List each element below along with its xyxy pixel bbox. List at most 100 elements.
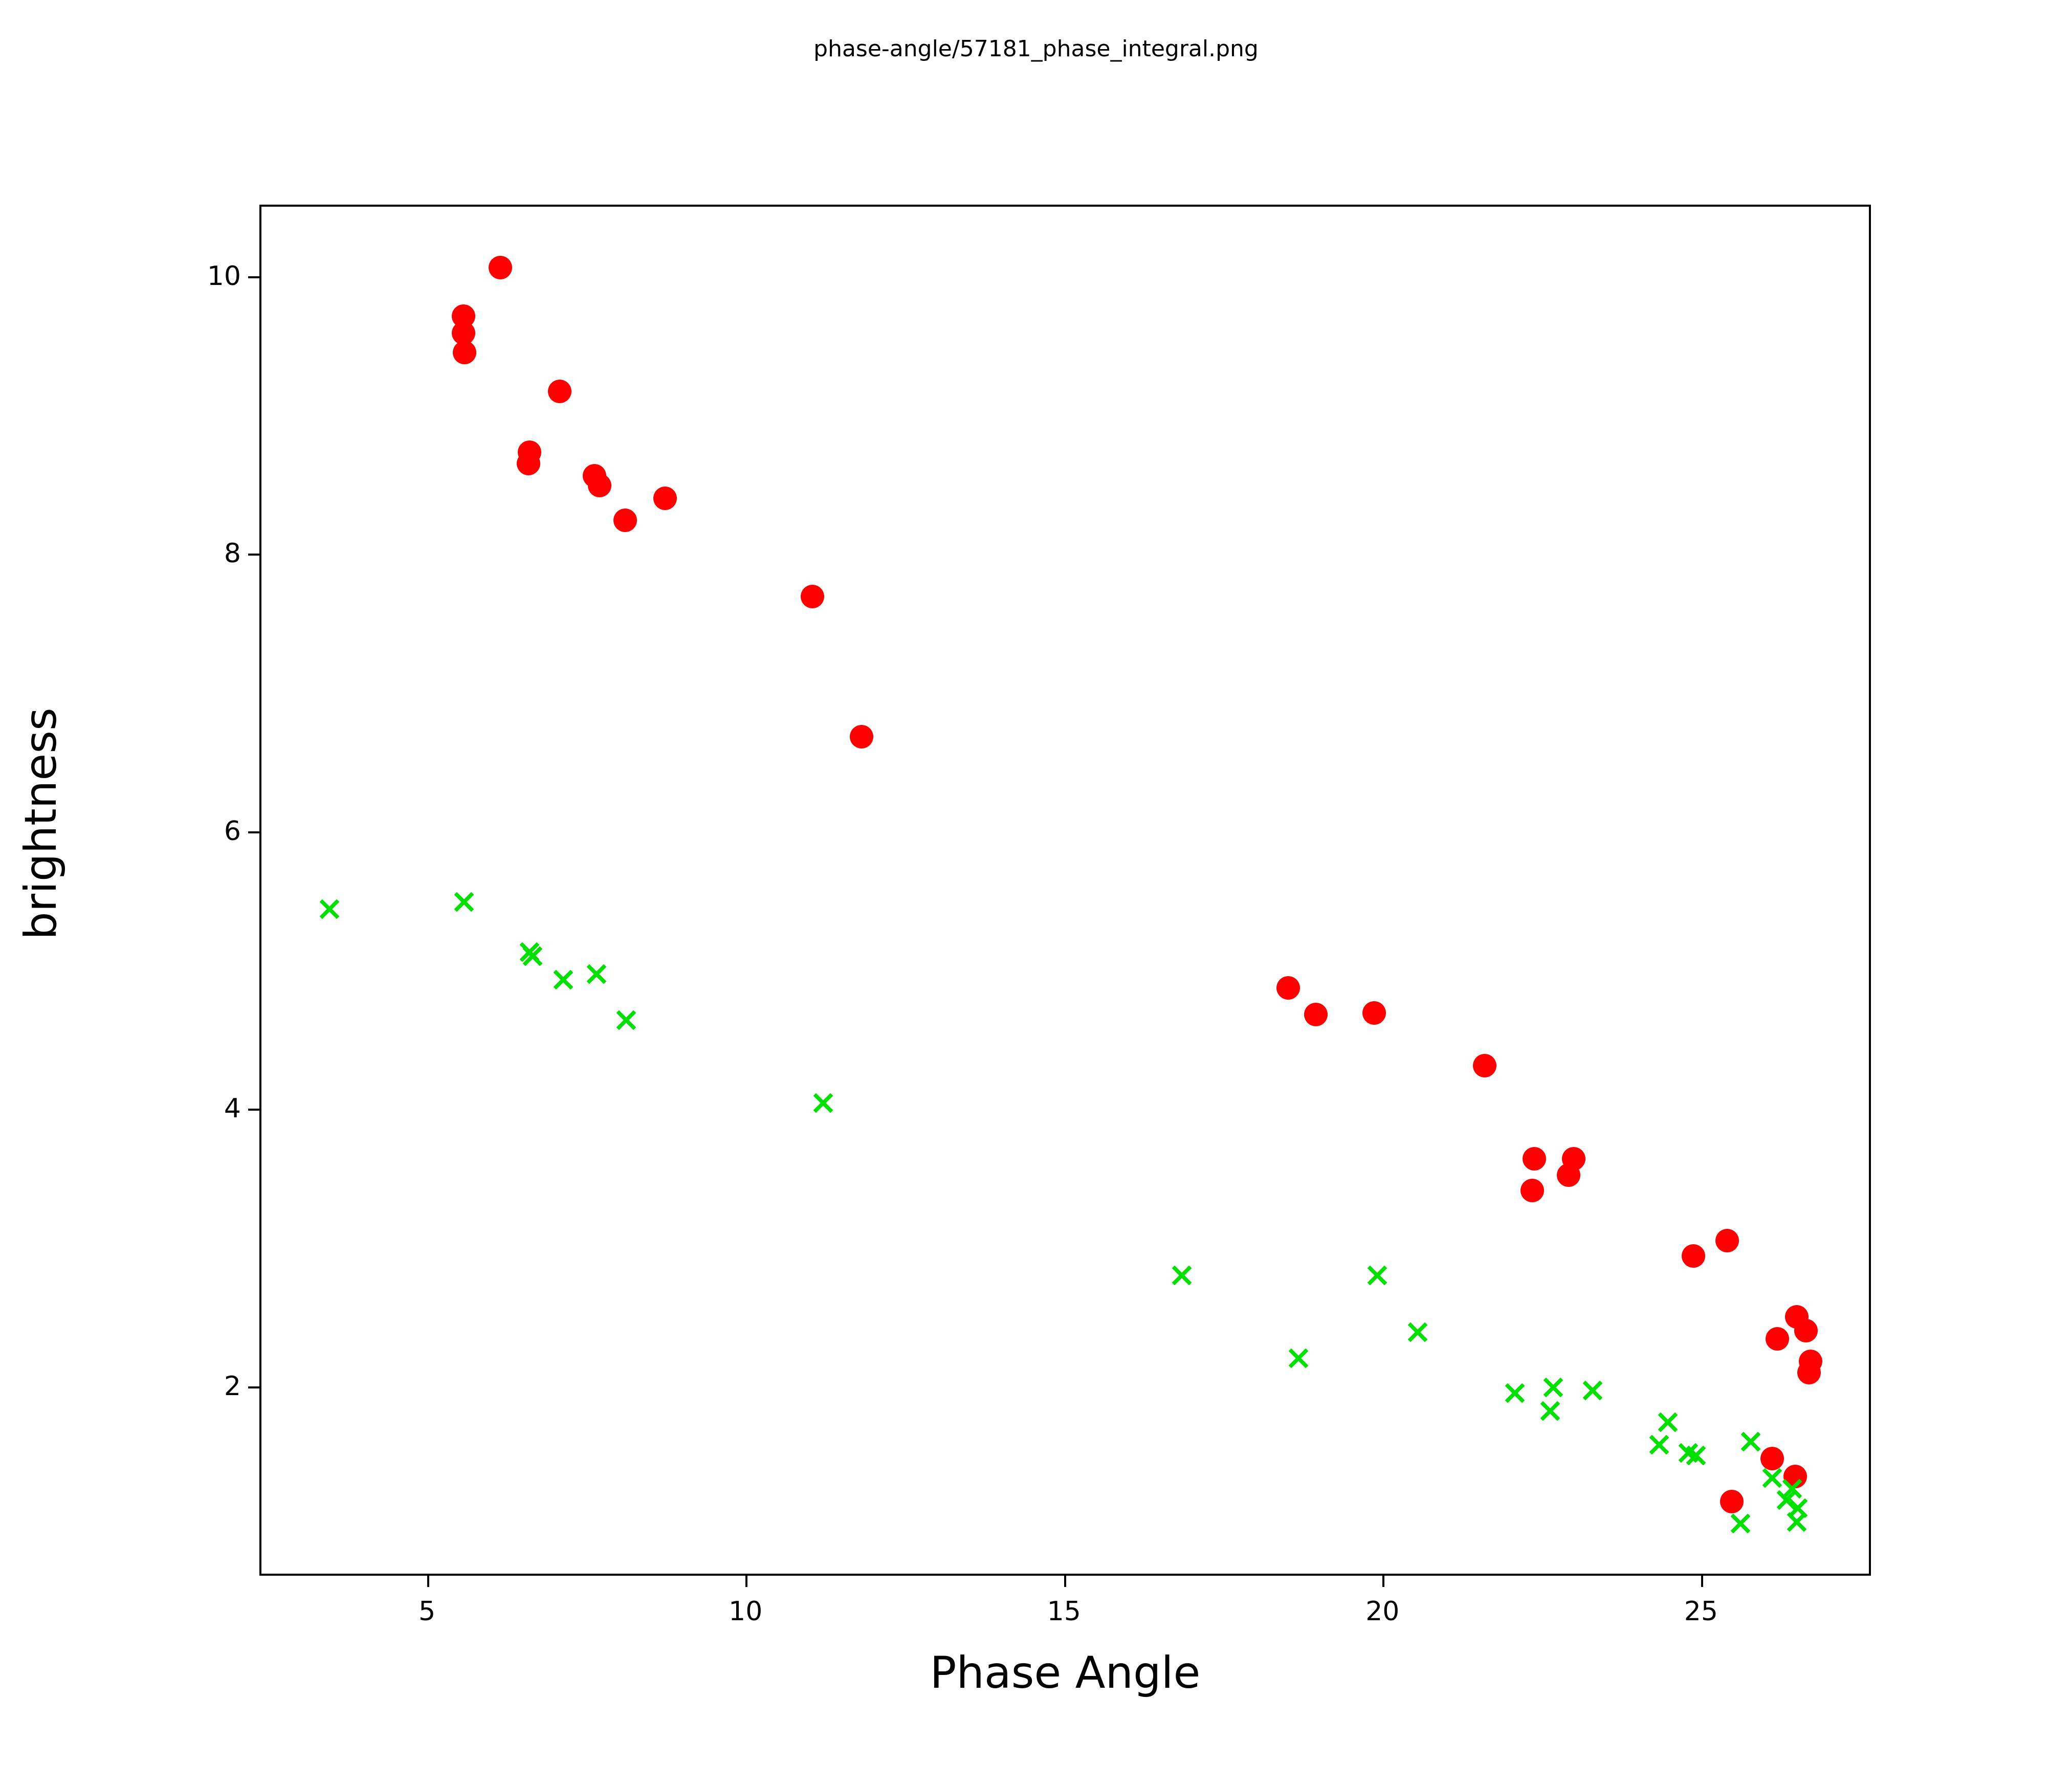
- marker-circle-icon: [1720, 1489, 1744, 1513]
- marker-cross-icon: [1504, 1382, 1526, 1404]
- marker-circle-icon: [1794, 1319, 1818, 1343]
- data-point-red-circles: [1472, 1054, 1496, 1078]
- x-tick-label: 20: [1365, 1596, 1400, 1627]
- y-tick-label: 6: [224, 815, 241, 847]
- data-point-red-circles: [588, 474, 612, 498]
- marker-circle-icon: [613, 509, 637, 533]
- y-tick-label: 2: [224, 1371, 241, 1402]
- data-point-red-circles: [1760, 1446, 1784, 1470]
- marker-cross-icon: [1648, 1433, 1670, 1456]
- y-tick-mark: [248, 1386, 261, 1388]
- marker-circle-icon: [547, 379, 571, 403]
- marker-circle-icon: [1681, 1244, 1705, 1268]
- marker-cross-icon: [1287, 1347, 1310, 1370]
- data-point-green-crosses: [1657, 1411, 1679, 1433]
- marker-cross-icon: [585, 963, 608, 985]
- data-point-green-crosses: [521, 945, 544, 967]
- marker-circle-icon: [1520, 1179, 1544, 1203]
- data-point-green-crosses: [1786, 1511, 1808, 1533]
- data-point-green-crosses: [1287, 1347, 1310, 1370]
- data-point-red-circles: [613, 509, 637, 533]
- data-point-green-crosses: [585, 963, 608, 985]
- marker-cross-icon: [1657, 1411, 1679, 1433]
- data-point-red-circles: [1720, 1489, 1744, 1513]
- marker-circle-icon: [1766, 1327, 1790, 1351]
- x-tick-mark: [745, 1574, 748, 1587]
- y-tick-label: 4: [224, 1093, 241, 1124]
- marker-circle-icon: [588, 474, 612, 498]
- marker-circle-icon: [800, 585, 824, 609]
- marker-circle-icon: [516, 451, 540, 475]
- marker-circle-icon: [1362, 1001, 1386, 1025]
- marker-circle-icon: [1276, 976, 1300, 1000]
- marker-cross-icon: [1786, 1511, 1808, 1533]
- data-point-red-circles: [1304, 1002, 1328, 1026]
- data-point-red-circles: [488, 256, 512, 280]
- data-point-red-circles: [1522, 1146, 1546, 1171]
- data-point-green-crosses: [1648, 1433, 1670, 1456]
- marker-circle-icon: [1715, 1228, 1739, 1252]
- data-point-green-crosses: [1542, 1376, 1564, 1399]
- data-point-red-circles: [1520, 1179, 1544, 1203]
- data-point-red-circles: [1797, 1360, 1821, 1384]
- data-point-red-circles: [516, 451, 540, 475]
- marker-cross-icon: [552, 968, 575, 991]
- y-tick-mark: [248, 831, 261, 833]
- data-point-green-crosses: [1739, 1430, 1762, 1453]
- y-tick-label: 8: [224, 538, 241, 569]
- data-point-green-crosses: [1366, 1264, 1388, 1287]
- data-point-green-crosses: [812, 1092, 834, 1114]
- x-tick-label: 10: [729, 1596, 763, 1627]
- data-point-green-crosses: [1761, 1467, 1783, 1489]
- marker-circle-icon: [1797, 1360, 1821, 1384]
- data-point-red-circles: [1794, 1319, 1818, 1343]
- marker-circle-icon: [1556, 1163, 1580, 1187]
- y-axis-label: brightness: [15, 708, 67, 940]
- x-axis-label: Phase Angle: [930, 1647, 1201, 1698]
- x-tick-mark: [1382, 1574, 1385, 1587]
- marker-cross-icon: [1539, 1400, 1561, 1422]
- data-point-green-crosses: [1781, 1477, 1803, 1500]
- marker-circle-icon: [488, 256, 512, 280]
- plot-axes-frame: 10 8 6 4 2 5 10 15 20 25: [207, 205, 1871, 1627]
- data-point-green-crosses: [1539, 1400, 1561, 1422]
- marker-circle-icon: [1522, 1146, 1546, 1171]
- data-point-red-circles: [453, 340, 477, 364]
- data-point-green-crosses: [453, 891, 475, 913]
- data-point-green-crosses: [1581, 1379, 1604, 1402]
- marker-circle-icon: [1472, 1054, 1496, 1078]
- y-tick-mark: [248, 554, 261, 556]
- marker-cross-icon: [1775, 1489, 1798, 1511]
- data-point-green-crosses: [1729, 1512, 1752, 1535]
- y-tick-mark: [248, 1109, 261, 1111]
- marker-cross-icon: [1761, 1467, 1783, 1489]
- marker-cross-icon: [453, 891, 475, 913]
- marker-cross-icon: [1542, 1376, 1564, 1399]
- data-point-green-crosses: [318, 898, 341, 920]
- data-point-red-circles: [849, 725, 873, 749]
- marker-circle-icon: [1304, 1002, 1328, 1026]
- x-tick-mark: [1701, 1574, 1703, 1587]
- data-point-green-crosses: [1775, 1489, 1798, 1511]
- marker-cross-icon: [1171, 1264, 1193, 1287]
- x-tick-label: 25: [1684, 1596, 1718, 1627]
- data-point-green-crosses: [1171, 1264, 1193, 1287]
- y-tick-mark: [248, 276, 261, 278]
- data-point-red-circles: [1362, 1001, 1386, 1025]
- marker-cross-icon: [521, 945, 544, 967]
- marker-circle-icon: [453, 340, 477, 364]
- marker-cross-icon: [1729, 1512, 1752, 1535]
- marker-cross-icon: [1406, 1321, 1429, 1343]
- y-tick-label: 10: [207, 260, 241, 292]
- x-tick-label: 5: [418, 1596, 436, 1627]
- x-tick-mark: [427, 1574, 429, 1587]
- figure-title: phase-angle/57181_phase_integral.png: [813, 36, 1259, 62]
- data-point-green-crosses: [552, 968, 575, 991]
- marker-cross-icon: [1739, 1430, 1762, 1453]
- marker-cross-icon: [1685, 1444, 1707, 1467]
- data-point-red-circles: [800, 585, 824, 609]
- marker-cross-icon: [812, 1092, 834, 1114]
- marker-circle-icon: [653, 486, 677, 510]
- marker-cross-icon: [615, 1009, 637, 1031]
